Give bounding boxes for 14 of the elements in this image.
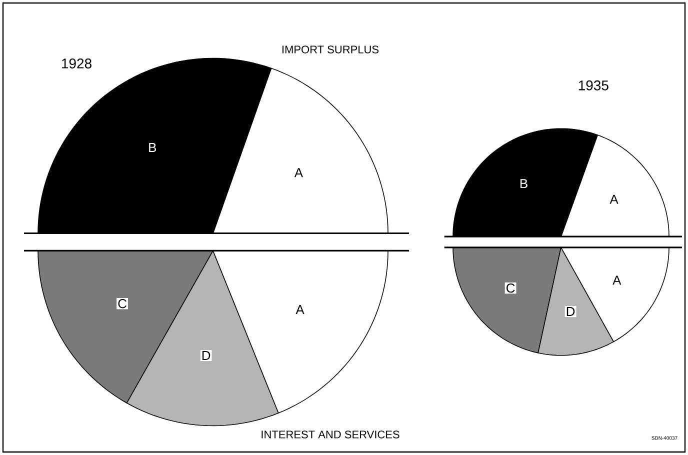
slice-label: D: [202, 351, 210, 360]
slice-label: A: [296, 305, 304, 314]
slice-label: B: [149, 143, 156, 152]
slice-label: B: [520, 179, 528, 188]
slice-label: D: [566, 307, 575, 316]
slice-label: A: [612, 276, 622, 285]
chart-title: 1935: [578, 80, 608, 90]
slice-label: C: [118, 299, 126, 308]
slice-label: A: [610, 194, 618, 204]
slice-label: A: [294, 168, 304, 178]
slice-label: C: [506, 283, 515, 293]
chart-title: 1928: [62, 58, 92, 68]
text: IMPORT SURPLUS: [282, 46, 379, 54]
text: INTEREST AND SERVICES: [262, 430, 400, 438]
